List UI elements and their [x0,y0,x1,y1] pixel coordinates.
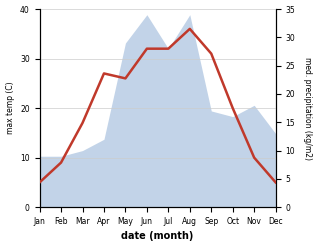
Y-axis label: med. precipitation (kg/m2): med. precipitation (kg/m2) [303,57,313,160]
X-axis label: date (month): date (month) [121,231,194,242]
Y-axis label: max temp (C): max temp (C) [5,82,15,134]
